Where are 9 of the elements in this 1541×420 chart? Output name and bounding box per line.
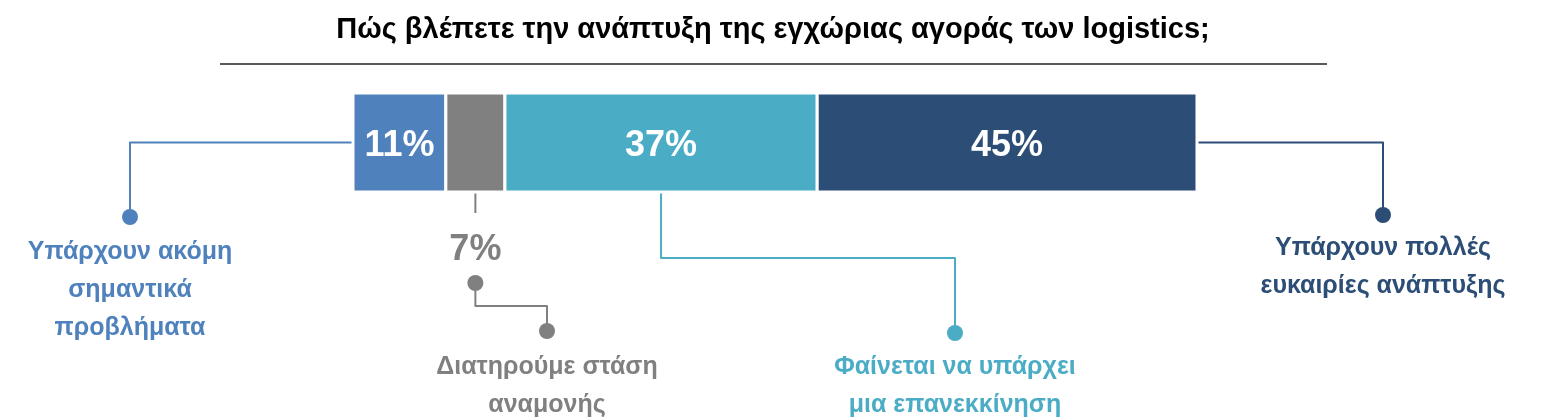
legend-label: Υπάρχουν ακόμη σημαντικά προβλήματα <box>27 236 233 340</box>
data-label: 11% <box>364 122 435 164</box>
data-label: 45% <box>971 122 1044 164</box>
data-label: 7% <box>449 227 502 268</box>
chart-title: Πώς βλέπετε την ανάπτυξη της εγχώριας αγοράς των logistics; <box>336 12 1210 44</box>
legend-label: Φαίνεται να υπάρχει μια επανεκκίνηση <box>834 351 1076 417</box>
text: Υπάρχουν πολλές ευκαιρίες ανάπτυξης <box>1260 232 1506 299</box>
legend-label: Διατηρούμε στάση αναμονής <box>436 351 658 418</box>
data-label: 37% <box>625 122 698 164</box>
